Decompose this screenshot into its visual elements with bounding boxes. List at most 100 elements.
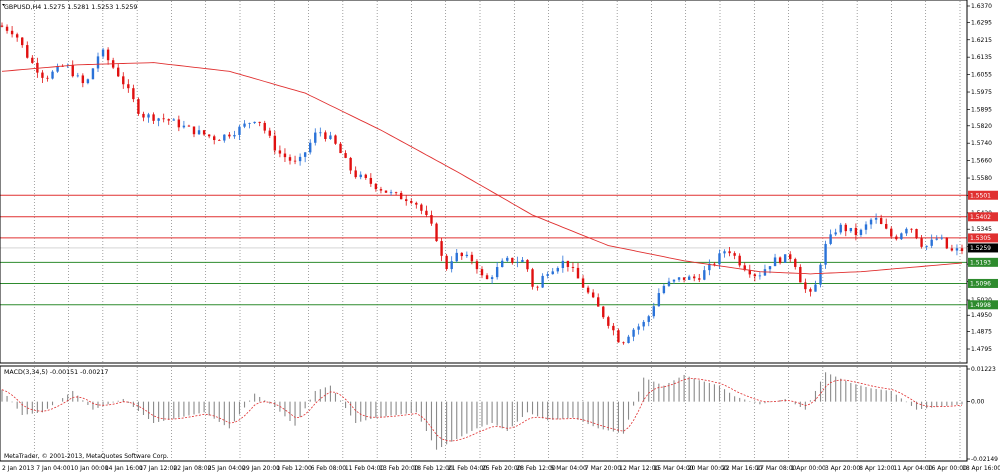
time-tick-label: 21 Feb 04:00 [448,465,488,472]
candle-bear [879,218,883,224]
candle-bear [950,248,954,251]
candle-bear [728,251,731,254]
pane-marker-icon [2,4,5,6]
candle-bear [622,342,625,344]
candle-bear [278,150,282,154]
candle-bear [344,153,347,158]
candle-bull [632,329,635,337]
price-tick-label: 1.5740 [971,140,992,147]
candle-bull [814,284,817,292]
time-tick-label: 18 Feb 12:00 [413,465,453,472]
candle-bear [36,62,39,73]
time-tick-label: 25 Jan 04:00 [208,465,246,472]
candle-bull [627,336,630,344]
candle-bull [309,142,312,153]
candle-bull [541,275,544,288]
candle-bull [506,257,509,261]
candle-bear [682,277,686,280]
level-tag [968,257,998,267]
candle-bear [71,65,74,77]
candle-bull [147,114,150,118]
candle-bear [485,275,489,280]
candle-bull [303,152,307,157]
price-pane-border [0,0,968,364]
candle-bear [122,76,125,85]
macd-tick-label: -0.02149 [971,456,998,463]
candle-bull [182,125,186,128]
candle-bear [440,241,443,256]
candle-bear [167,119,170,121]
candle-bull [819,264,822,285]
candle-bear [511,257,514,263]
candlestick-series[interactable] [0,22,964,345]
candle-bull [521,259,524,262]
candle-bull [672,279,676,282]
candle-bull [768,266,772,270]
candle-bear [127,84,130,89]
candle-bull [773,257,777,267]
price-tick-label: 1.5975 [971,89,992,96]
candle-bull [450,261,453,270]
time-tick-label: 10 Jan 00:00 [71,465,109,472]
candle-bear [885,223,888,229]
macd-header: MACD(3,34,5) -0.00151 -0.00217 [4,369,108,376]
candle-bull [940,237,943,239]
candle-bull [662,285,666,294]
candle-bear [526,259,529,270]
candle-bear [809,289,812,292]
candle-bear [202,130,206,135]
candle-bull [647,316,650,322]
candle-bear [571,266,575,268]
candle-bear [410,201,413,203]
price-tick-label: 1.6055 [971,72,992,79]
time-tick-label: 20 Mar 00:00 [688,465,728,472]
candle-bear [334,135,337,144]
time-tick-label: 12 Mar 12:00 [619,465,659,472]
candle-bull [490,277,494,280]
level-tag [968,300,998,310]
candle-bull [91,68,95,80]
time-tick-label: 22 Mar 16:00 [722,465,762,472]
candle-bear [288,157,292,161]
time-tick-label: 18 Apr 16:00 [962,465,1000,472]
candle-bull [667,281,671,286]
level-tag-label: 1.5402 [970,214,991,221]
candle-bear [268,130,271,136]
price-tick-label: 1.5580 [971,175,992,182]
horizontal-levels [0,194,967,306]
candle-bear [612,325,615,331]
price-tick-label: 1.5660 [971,158,992,165]
time-tick-label: 5 Mar 04:00 [551,465,587,472]
time-tick-label: 11 Apr 04:00 [893,465,932,472]
candle-bear [536,286,539,288]
candle-bull [223,134,226,141]
candle-bull [758,275,762,277]
price-tick-label: 1.5820 [971,123,992,130]
candle-bear [31,57,34,63]
candle-bear [399,192,403,200]
candle-bear [597,297,600,307]
candle-bear [581,278,585,288]
candle-bear [910,228,913,230]
candle-bear [354,170,357,178]
candle-bear [273,135,277,151]
candle-bear [187,125,191,127]
candle-bull [314,132,317,143]
candle-bear [789,254,792,260]
candle-bear [693,276,696,279]
candle-bear [470,254,474,262]
candle-bear [394,192,398,194]
candle-bear [384,190,388,193]
candle-bull [829,234,832,244]
price-tick-label: 1.6370 [971,3,992,10]
candle-bull [955,248,959,251]
candle-bear [137,99,140,114]
macd-axis: 0.01223 0.00 -0.02149 [967,366,998,463]
level-tag [968,190,998,200]
candle-bear [117,67,120,77]
level-tag [968,233,998,243]
candle-bear [15,34,19,38]
